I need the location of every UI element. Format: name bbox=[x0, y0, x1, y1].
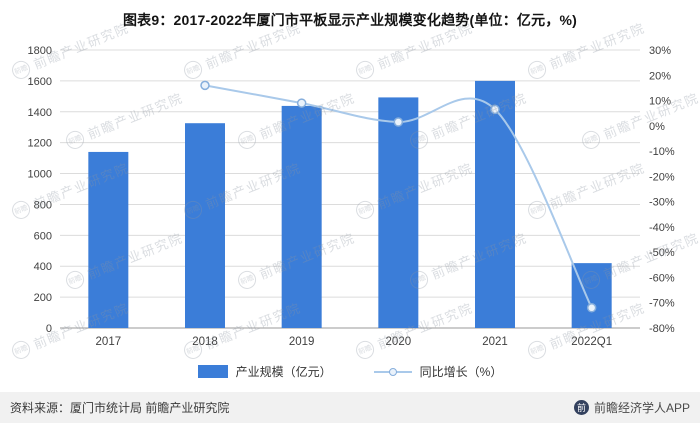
brand-name: 前瞻经济学人APP bbox=[593, 401, 690, 415]
legend-label-yoy-growth: 同比增长（%） bbox=[419, 365, 503, 379]
left-axis-label: 0 bbox=[46, 323, 52, 335]
left-axis-label: 200 bbox=[34, 292, 52, 304]
footer-bar: 资料来源：厦门市统计局 前瞻产业研究院 前 前瞻经济学人APP bbox=[0, 392, 700, 423]
legend-item-yoy-growth: 同比增长（%） bbox=[373, 363, 503, 380]
right-axis-label: 20% bbox=[649, 70, 671, 82]
bar-2020 bbox=[378, 97, 419, 328]
growth-line-marker bbox=[393, 117, 404, 127]
bar-series-swatch bbox=[197, 365, 228, 378]
right-axis-label: -20% bbox=[649, 171, 675, 183]
right-axis-label: -60% bbox=[649, 272, 675, 284]
left-axis-label: 400 bbox=[34, 261, 52, 273]
line-series-swatch bbox=[373, 365, 412, 379]
left-axis-label: 1000 bbox=[28, 169, 52, 181]
legend-item-industry-scale: 产业规模（亿元） bbox=[197, 363, 332, 380]
right-axis-label: -40% bbox=[649, 222, 675, 234]
legend-label-industry-scale: 产业规模（亿元） bbox=[235, 365, 332, 379]
bar-2019 bbox=[281, 105, 322, 328]
bar-2018 bbox=[185, 123, 225, 328]
line-swatch-dot bbox=[388, 367, 397, 376]
growth-line bbox=[204, 84, 593, 309]
right-axis-label: 10% bbox=[649, 96, 671, 108]
growth-line-marker bbox=[490, 104, 500, 115]
bar-2022Q1 bbox=[571, 263, 612, 328]
right-axis-label: 0% bbox=[649, 121, 665, 133]
left-axis-label: 800 bbox=[34, 199, 52, 211]
brand-badge: 前 前瞻经济学人APP bbox=[573, 399, 690, 416]
bar-2017 bbox=[88, 151, 129, 328]
x-axis-label: 2018 bbox=[192, 336, 218, 348]
x-axis-label: 2017 bbox=[96, 336, 122, 348]
x-axis-label: 2021 bbox=[482, 336, 508, 348]
left-axis-label: 1400 bbox=[28, 107, 52, 119]
left-axis-label: 1600 bbox=[28, 76, 52, 88]
growth-line-marker bbox=[586, 303, 597, 313]
right-axis-label: -30% bbox=[649, 197, 675, 209]
left-axis-label: 1200 bbox=[28, 138, 52, 150]
growth-line-marker bbox=[296, 98, 307, 108]
x-axis-label: 2020 bbox=[386, 336, 412, 348]
chart-legend: 产业规模（亿元） 同比增长（%） bbox=[0, 363, 700, 380]
x-axis-label: 2022Q1 bbox=[571, 336, 612, 348]
x-axis-label: 2019 bbox=[289, 336, 315, 348]
right-axis-label: -10% bbox=[649, 146, 675, 158]
left-axis-label: 1800 bbox=[28, 45, 52, 57]
chart-title: 图表9：2017-2022年厦门市平板显示产业规模变化趋势(单位：亿元，%) bbox=[122, 12, 578, 28]
growth-line-marker bbox=[200, 80, 210, 91]
bar-2021 bbox=[475, 80, 515, 328]
chart-plot: 0 200 400 600 800 1000 1200 1400 1600 1800 30% 20% 1… bbox=[28, 45, 675, 348]
right-axis-label: -80% bbox=[649, 323, 675, 335]
qianzhan-logo-icon: 前 bbox=[573, 400, 589, 415]
source-note: 资料来源：厦门市统计局 前瞻产业研究院 bbox=[10, 401, 230, 415]
right-axis-label: 30% bbox=[649, 45, 671, 57]
right-axis-label: -70% bbox=[649, 298, 675, 310]
right-axis-label: -50% bbox=[649, 247, 675, 259]
left-axis-label: 600 bbox=[34, 230, 52, 242]
